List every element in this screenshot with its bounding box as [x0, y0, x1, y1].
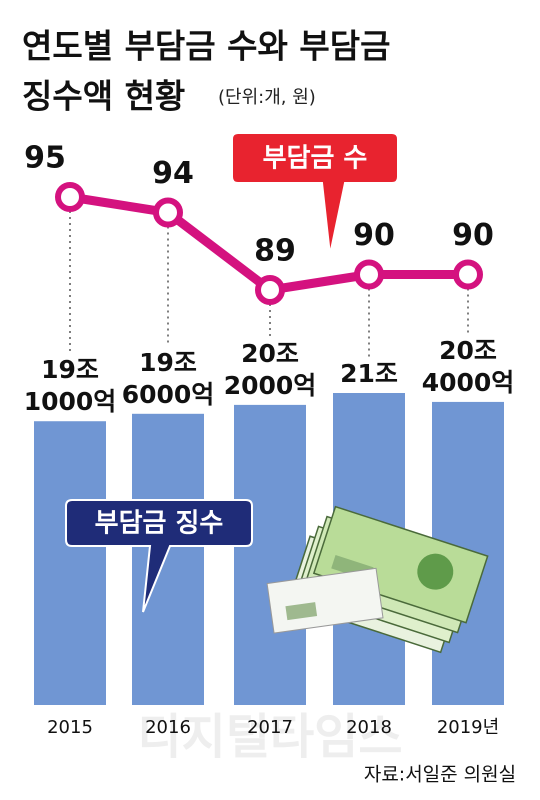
line-marker [255, 275, 285, 305]
bar [34, 421, 106, 705]
x-tick-label: 2016 [145, 717, 191, 738]
bar-value-label: 20조 2000억 [224, 339, 317, 400]
line-value-label: 94 [152, 156, 194, 191]
line-value-label: 95 [24, 141, 66, 176]
bar [234, 404, 306, 705]
bar-callout [65, 499, 253, 613]
subtitle: (단위:개, 원) [218, 87, 316, 108]
line-value-label: 89 [254, 234, 296, 269]
x-tick-label: 2015 [47, 717, 93, 738]
chart-title-line2: 징수액 현황 [22, 77, 185, 116]
money-illustration [266, 505, 489, 654]
bar [132, 413, 204, 705]
x-tick-label: 2019년 [437, 717, 499, 738]
bar-legend: 부담금 징수 [95, 509, 224, 539]
bar-value-label: 20조 4000억 [422, 336, 515, 397]
bar-value-label: 19조 1000억 [24, 355, 117, 416]
watermark: 디지털타임스 [138, 709, 403, 765]
line-marker [354, 259, 384, 290]
x-tick-label: 2018 [346, 717, 392, 738]
line-value-label: 90 [452, 218, 494, 253]
source: 자료:서일준 의원실 [364, 764, 516, 786]
x-tick-label: 2017 [247, 717, 293, 738]
line-callout [231, 132, 399, 256]
line-marker [453, 259, 483, 290]
bar-value-label: 21조 [340, 359, 398, 388]
line-marker [153, 197, 183, 228]
chart-title: 연도별 부담금 수와 부담금 [22, 27, 390, 66]
line-value-label: 90 [353, 218, 395, 253]
line-marker [55, 182, 85, 212]
bar-value-label: 19조 6000억 [122, 348, 215, 409]
line-legend: 부담금 수 [263, 144, 368, 174]
